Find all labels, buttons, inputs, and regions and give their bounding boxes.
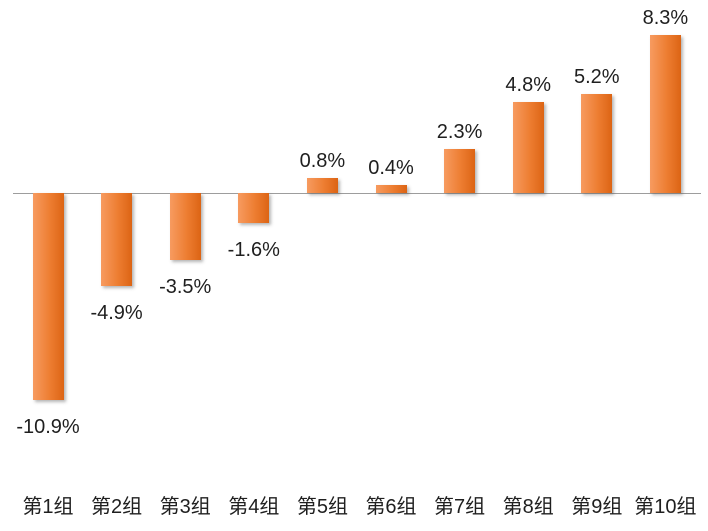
bar-value-label: 5.2% <box>574 66 620 89</box>
category-label: 第7组 <box>434 496 486 518</box>
category-label: 第8组 <box>502 496 554 518</box>
category-label: 第1组 <box>22 496 74 518</box>
bar <box>306 177 338 193</box>
bar-value-label: -10.9% <box>16 416 80 439</box>
bar-value-label: 0.4% <box>368 157 414 180</box>
bar <box>101 193 133 287</box>
category-label: 第9组 <box>571 496 623 518</box>
bar <box>649 35 681 193</box>
bar <box>581 94 613 193</box>
category-label: 第5组 <box>296 496 348 518</box>
bar <box>32 193 64 401</box>
bar <box>169 193 201 260</box>
bar-value-label: 8.3% <box>642 7 689 30</box>
bar <box>444 149 476 193</box>
bar <box>238 193 270 224</box>
bar-value-label: -1.6% <box>227 239 280 262</box>
bar <box>375 185 407 193</box>
category-label: 第3组 <box>159 496 211 518</box>
x-axis-zero-line <box>13 193 701 194</box>
category-label: 第6组 <box>365 496 417 518</box>
bar-value-label: -3.5% <box>159 275 212 298</box>
category-label: 第2组 <box>91 496 143 518</box>
category-label: 第4组 <box>228 496 280 518</box>
category-label: 第10组 <box>634 496 697 518</box>
bar-value-label: 0.8% <box>299 149 346 172</box>
bar-value-label: -4.9% <box>90 302 143 325</box>
bar-value-label: 2.3% <box>436 121 483 144</box>
bar <box>512 101 544 193</box>
bar-value-label: 4.8% <box>505 73 551 96</box>
